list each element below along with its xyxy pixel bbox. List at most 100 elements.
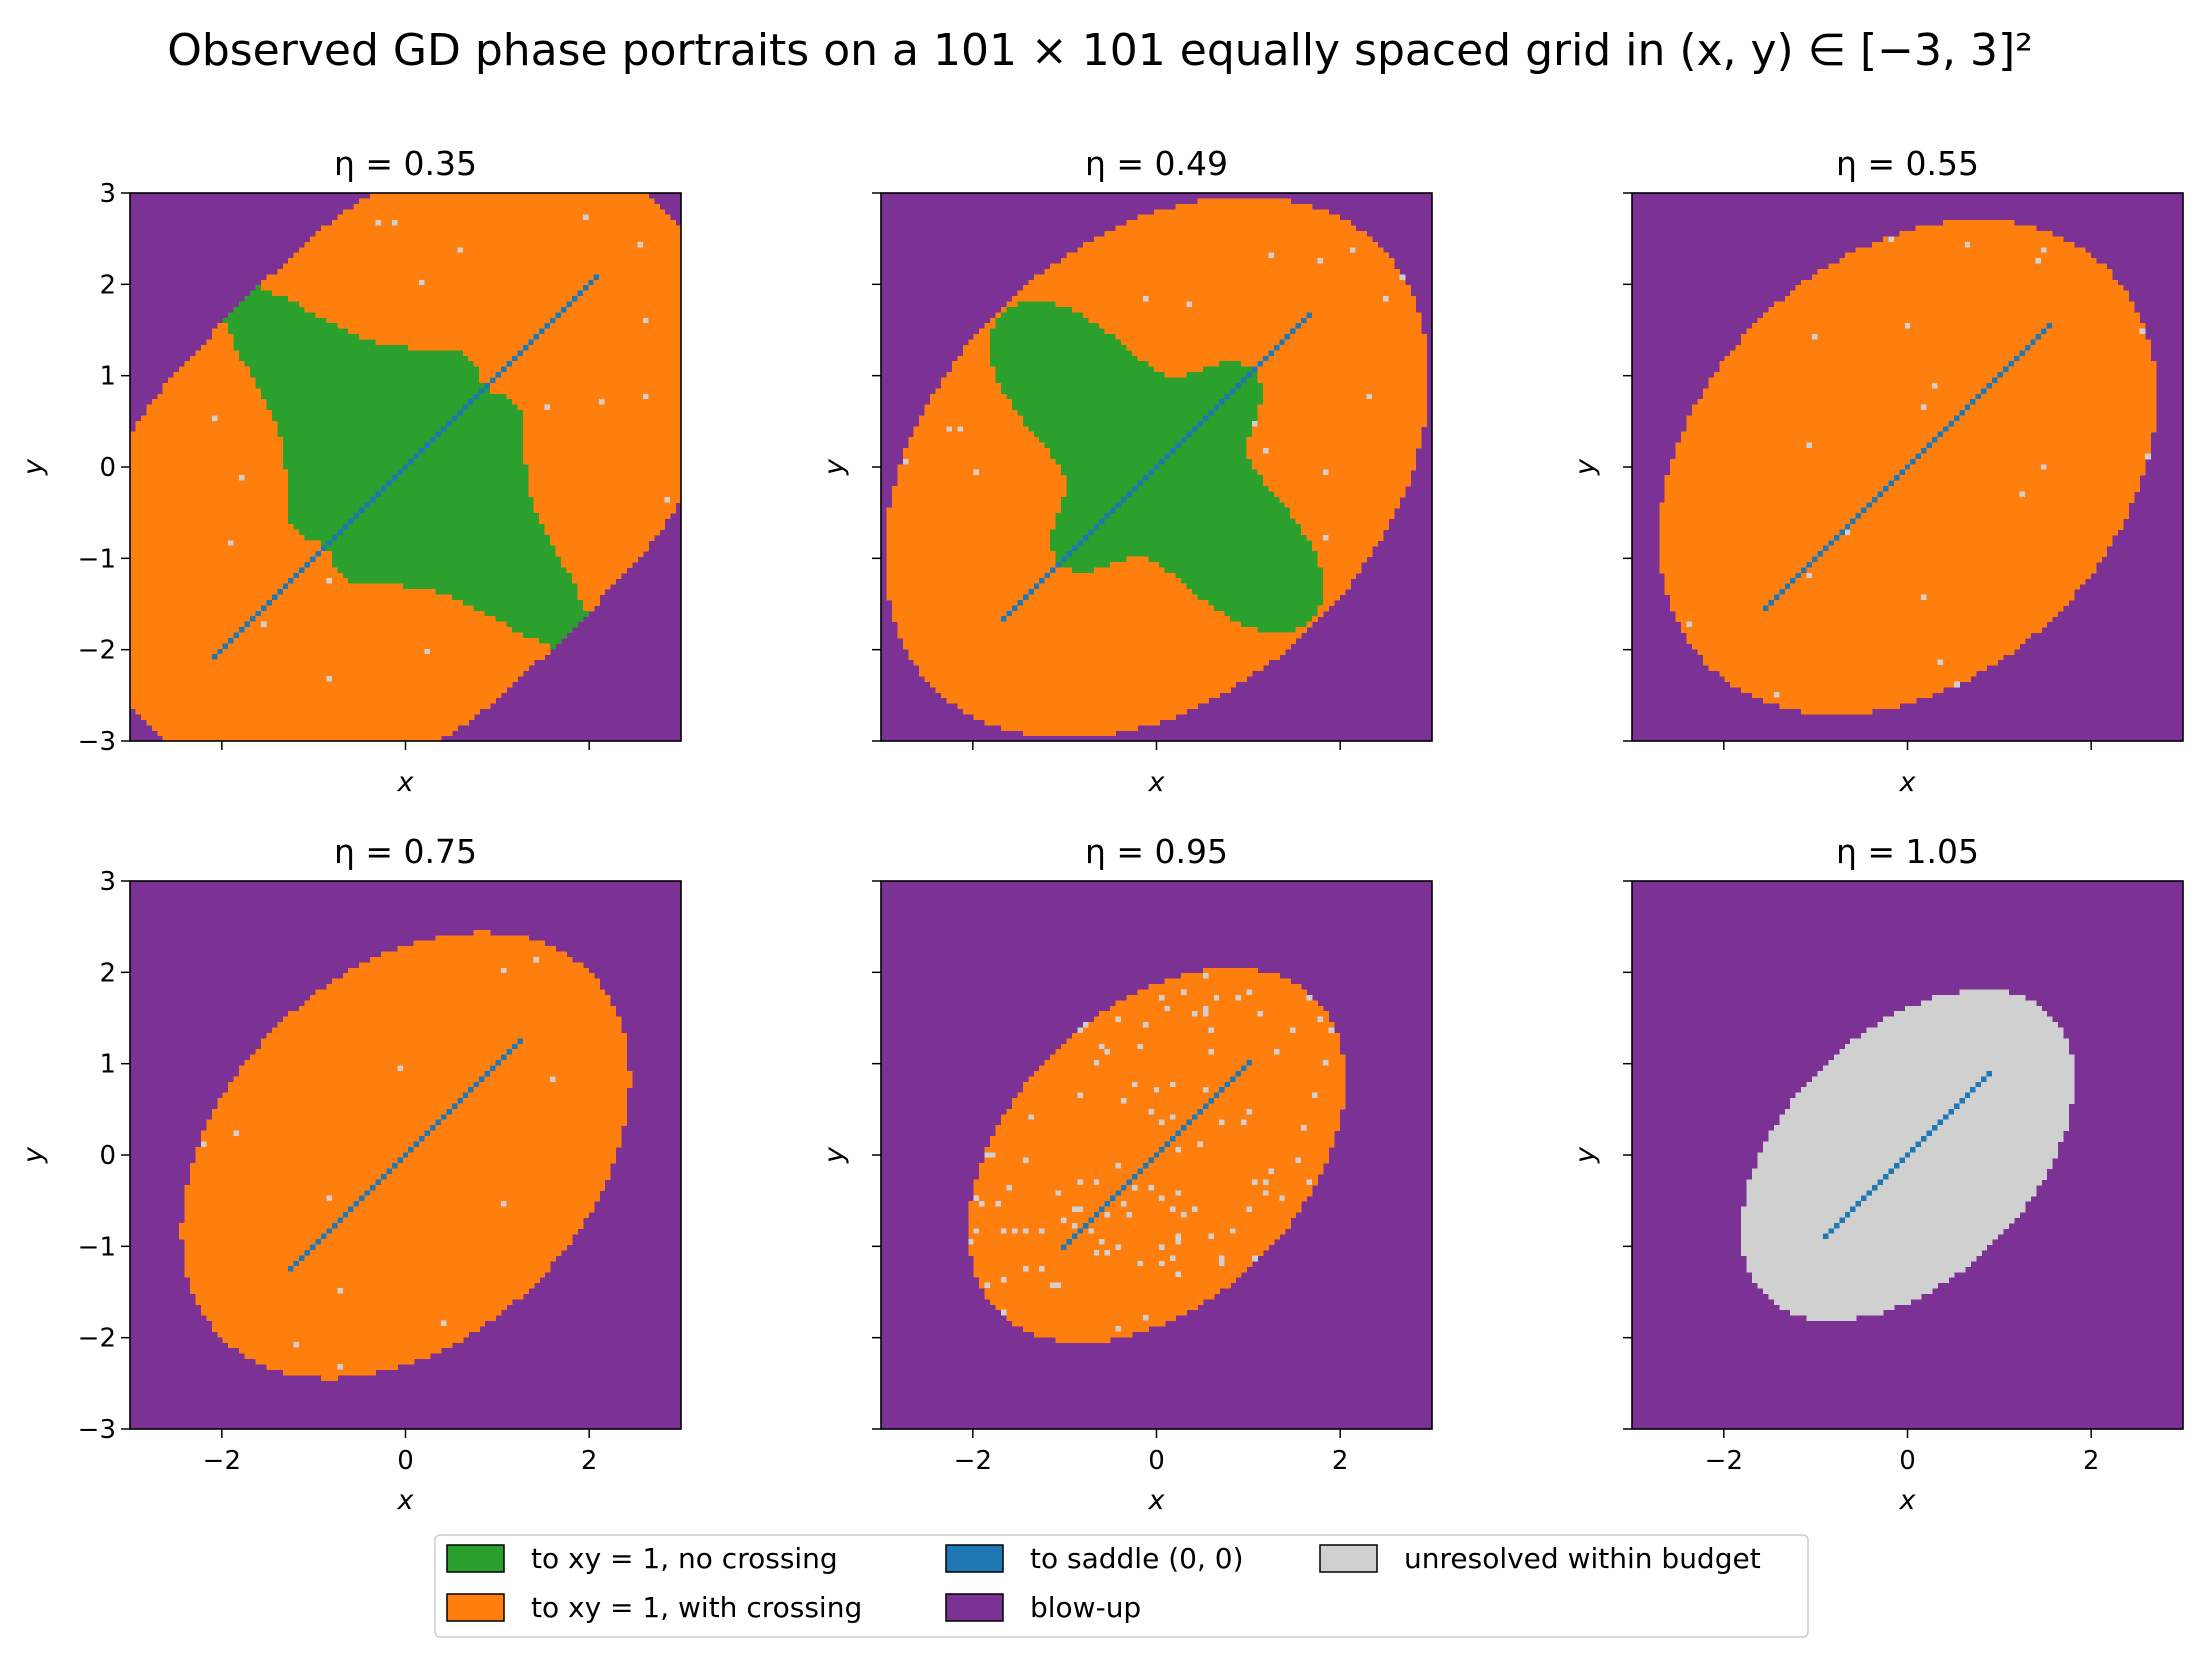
cell-with_crossing: [223, 394, 229, 400]
cell-with_crossing: [632, 280, 638, 286]
cell-with_crossing: [534, 312, 540, 318]
cell-no_crossing: [452, 361, 458, 367]
cell-no_crossing: [321, 388, 327, 394]
cell-with_crossing: [206, 383, 212, 389]
cell-no_crossing: [321, 394, 327, 400]
cell-with_crossing: [539, 242, 545, 248]
cell-with_crossing: [245, 383, 251, 389]
cell-with_crossing: [512, 340, 518, 346]
cell-with_crossing: [501, 291, 507, 297]
cell-with_crossing: [616, 193, 622, 199]
cell-with_crossing: [670, 274, 676, 280]
cell-with_crossing: [616, 361, 622, 367]
cell-with_crossing: [436, 231, 442, 237]
cell-with_crossing: [588, 258, 594, 264]
cell-no_crossing: [294, 356, 300, 362]
cell-no_crossing: [305, 350, 311, 356]
cell-no_crossing: [332, 334, 338, 340]
cell-with_crossing: [343, 318, 349, 324]
cell-with_crossing: [354, 302, 360, 308]
cell-no_crossing: [348, 334, 354, 340]
cell-with_crossing: [637, 258, 643, 264]
cell-no_crossing: [343, 345, 349, 351]
cell-with_crossing: [561, 253, 567, 259]
cell-with_crossing: [485, 377, 491, 383]
cell-with_crossing: [397, 269, 403, 275]
cell-with_crossing: [348, 242, 354, 248]
cell-with_crossing: [654, 204, 660, 210]
cell-with_crossing: [223, 383, 229, 389]
cell-with_crossing: [588, 340, 594, 346]
cell-with_crossing: [463, 269, 469, 275]
cell-no_crossing: [397, 388, 403, 394]
cell-with_crossing: [616, 258, 622, 264]
cell-with_crossing: [637, 198, 643, 204]
cell-with_crossing: [566, 350, 572, 356]
cell-with_crossing: [566, 377, 572, 383]
cell-no_crossing: [441, 394, 447, 400]
cell-with_crossing: [386, 340, 392, 346]
cell-with_crossing: [616, 236, 622, 242]
cell-with_crossing: [583, 198, 589, 204]
cell-with_crossing: [523, 274, 529, 280]
cell-with_crossing: [588, 312, 594, 318]
cell-with_crossing: [408, 226, 414, 232]
cell-with_crossing: [392, 247, 398, 253]
cell-no_crossing: [386, 377, 392, 383]
cell-with_crossing: [512, 264, 518, 270]
cell-with_crossing: [479, 302, 485, 308]
cell-with_crossing: [572, 329, 578, 335]
cell-with_crossing: [610, 198, 616, 204]
cell-saddle: [501, 367, 507, 373]
cell-with_crossing: [321, 269, 327, 275]
cell-with_crossing: [566, 361, 572, 367]
cell-with_crossing: [588, 323, 594, 329]
cell-with_crossing: [621, 356, 627, 362]
cell-no_crossing: [272, 312, 278, 318]
cell-no_crossing: [441, 356, 447, 362]
cell-with_crossing: [490, 367, 496, 373]
cell-with_crossing: [414, 296, 420, 302]
cell-no_crossing: [386, 356, 392, 362]
cell-with_crossing: [370, 334, 376, 340]
cell-with_crossing: [534, 209, 540, 215]
cell-no_crossing: [283, 302, 289, 308]
cell-with_crossing: [419, 318, 425, 324]
cell-with_crossing: [403, 231, 409, 237]
cell-with_crossing: [528, 231, 534, 237]
cell-no_crossing: [343, 340, 349, 346]
cell-no_crossing: [392, 372, 398, 378]
cell-with_crossing: [523, 312, 529, 318]
cell-with_crossing: [496, 242, 502, 248]
cell-with_crossing: [648, 377, 654, 383]
cell-no_crossing: [299, 350, 305, 356]
cell-with_crossing: [550, 226, 556, 232]
cell-no_crossing: [365, 388, 371, 394]
cell-with_crossing: [610, 236, 616, 242]
cell-with_crossing: [523, 198, 529, 204]
cell-with_crossing: [157, 399, 163, 405]
cell-with_crossing: [550, 242, 556, 248]
cell-with_crossing: [496, 340, 502, 346]
cell-with_crossing: [474, 204, 480, 210]
cell-with_crossing: [588, 236, 594, 242]
cell-with_crossing: [556, 350, 562, 356]
cell-no_crossing: [419, 367, 425, 373]
cell-with_crossing: [354, 258, 360, 264]
cell-no_crossing: [452, 356, 458, 362]
cell-with_crossing: [566, 209, 572, 215]
cell-with_crossing: [577, 394, 583, 400]
cell-no_crossing: [288, 329, 294, 335]
cell-with_crossing: [354, 285, 360, 291]
cell-with_crossing: [561, 242, 567, 248]
cell-with_crossing: [556, 198, 562, 204]
cell-with_crossing: [468, 329, 474, 335]
cell-with_crossing: [310, 247, 316, 253]
cell-with_crossing: [637, 377, 643, 383]
cell-with_crossing: [501, 361, 507, 367]
cell-no_crossing: [321, 323, 327, 329]
cell-with_crossing: [534, 236, 540, 242]
cell-with_crossing: [626, 209, 632, 215]
cell-with_crossing: [348, 269, 354, 275]
cell-with_crossing: [550, 302, 556, 308]
